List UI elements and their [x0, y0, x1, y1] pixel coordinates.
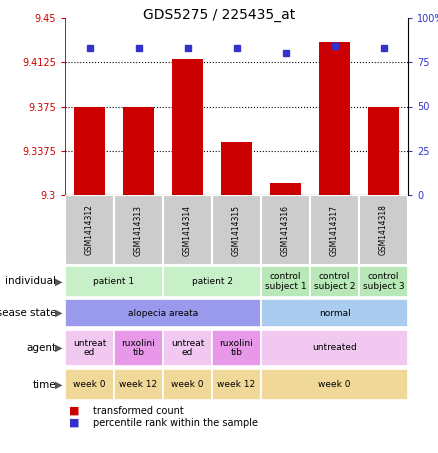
Bar — [261, 369, 408, 400]
Text: ▶: ▶ — [55, 343, 63, 353]
Bar — [65, 195, 114, 265]
Text: untreat
ed: untreat ed — [73, 339, 106, 357]
Text: GSM1414312: GSM1414312 — [85, 205, 94, 255]
Bar — [212, 369, 261, 400]
Text: ▶: ▶ — [55, 308, 63, 318]
Text: control
subject 2: control subject 2 — [314, 272, 355, 291]
Bar — [221, 142, 252, 195]
Bar — [310, 195, 359, 265]
Bar — [65, 369, 114, 400]
Bar — [359, 266, 408, 297]
Text: week 0: week 0 — [171, 380, 204, 389]
Bar — [65, 330, 114, 366]
Text: alopecia areata: alopecia areata — [128, 308, 198, 318]
Text: agent: agent — [26, 343, 56, 353]
Text: week 0: week 0 — [318, 380, 351, 389]
Text: week 0: week 0 — [73, 380, 106, 389]
Text: GSM1414316: GSM1414316 — [281, 204, 290, 255]
Text: GSM1414318: GSM1414318 — [379, 205, 388, 255]
Text: GSM1414317: GSM1414317 — [330, 204, 339, 255]
Text: untreat
ed: untreat ed — [171, 339, 204, 357]
Text: ■: ■ — [69, 418, 80, 428]
Bar — [269, 183, 301, 195]
Bar — [172, 59, 203, 195]
Bar — [212, 330, 261, 366]
Bar — [114, 195, 163, 265]
Bar — [367, 106, 399, 195]
Text: ▶: ▶ — [55, 276, 63, 286]
Text: GSM1414313: GSM1414313 — [134, 204, 143, 255]
Bar — [65, 266, 163, 297]
Bar — [163, 369, 212, 400]
Text: individual: individual — [5, 276, 56, 286]
Bar — [163, 195, 212, 265]
Text: GSM1414315: GSM1414315 — [232, 204, 241, 255]
Bar — [261, 299, 408, 327]
Bar — [261, 330, 408, 366]
Bar — [359, 195, 408, 265]
Bar — [212, 195, 261, 265]
Bar — [114, 369, 163, 400]
Bar — [261, 195, 310, 265]
Text: control
subject 3: control subject 3 — [363, 272, 404, 291]
Text: normal: normal — [318, 308, 350, 318]
Text: week 12: week 12 — [120, 380, 158, 389]
Text: GDS5275 / 225435_at: GDS5275 / 225435_at — [143, 8, 295, 22]
Text: ▶: ▶ — [55, 380, 63, 390]
Bar — [163, 330, 212, 366]
Bar — [114, 330, 163, 366]
Bar — [74, 106, 106, 195]
Text: ■: ■ — [69, 406, 80, 416]
Bar — [163, 266, 261, 297]
Bar — [65, 299, 261, 327]
Bar — [318, 42, 350, 195]
Text: time: time — [32, 380, 56, 390]
Bar — [310, 266, 359, 297]
Text: transformed count: transformed count — [93, 406, 184, 416]
Bar — [261, 266, 310, 297]
Text: ruxolini
tib: ruxolini tib — [219, 339, 253, 357]
Text: week 12: week 12 — [217, 380, 255, 389]
Text: untreated: untreated — [312, 343, 357, 352]
Text: GSM1414314: GSM1414314 — [183, 204, 192, 255]
Text: patient 2: patient 2 — [191, 277, 233, 286]
Text: ruxolini
tib: ruxolini tib — [122, 339, 155, 357]
Text: control
subject 1: control subject 1 — [265, 272, 306, 291]
Bar — [123, 106, 155, 195]
Text: percentile rank within the sample: percentile rank within the sample — [93, 418, 258, 428]
Text: disease state: disease state — [0, 308, 56, 318]
Text: patient 1: patient 1 — [93, 277, 134, 286]
